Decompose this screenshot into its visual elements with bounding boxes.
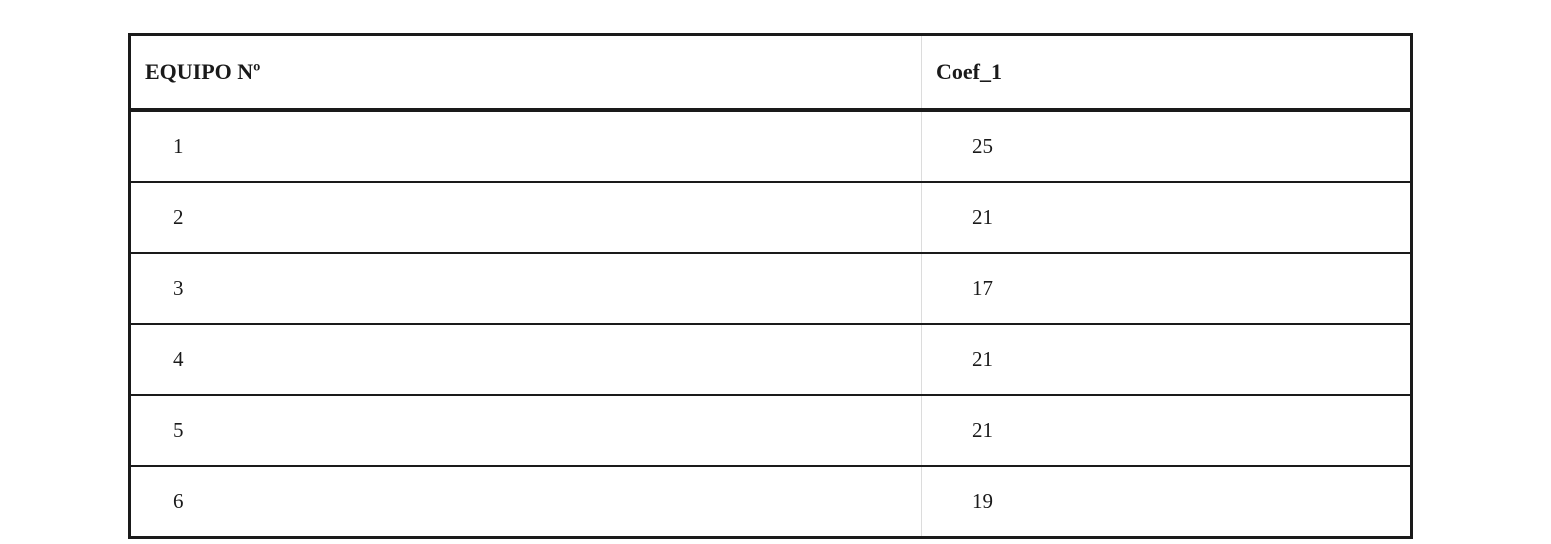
equipo-cell: 3 [129,252,922,324]
column-header-coef1: Coef_1 [921,34,1412,112]
table-row: 1 25 [129,110,1412,182]
table-row: 6 19 [129,465,1412,538]
equipo-cell: 6 [129,465,922,538]
table-row: 5 21 [129,394,1412,466]
table-row: 4 21 [129,323,1412,395]
equipo-cell: 5 [129,394,922,466]
coef-cell: 25 [921,110,1412,182]
equipo-cell: 4 [129,323,922,395]
equipo-cell: 1 [129,110,922,182]
table-row: 3 17 [129,252,1412,324]
coef-cell: 21 [921,394,1412,466]
table-row: 2 21 [129,181,1412,253]
coef-cell: 21 [921,323,1412,395]
table-header-row: EQUIPO Nº Coef_1 [129,34,1412,112]
equipo-coef-table: EQUIPO Nº Coef_1 1 25 2 21 3 17 4 21 5 [128,33,1413,539]
equipo-cell: 2 [129,181,922,253]
column-header-equipo: EQUIPO Nº [129,34,922,112]
coef-cell: 21 [921,181,1412,253]
coef-cell: 19 [921,465,1412,538]
coef-cell: 17 [921,252,1412,324]
